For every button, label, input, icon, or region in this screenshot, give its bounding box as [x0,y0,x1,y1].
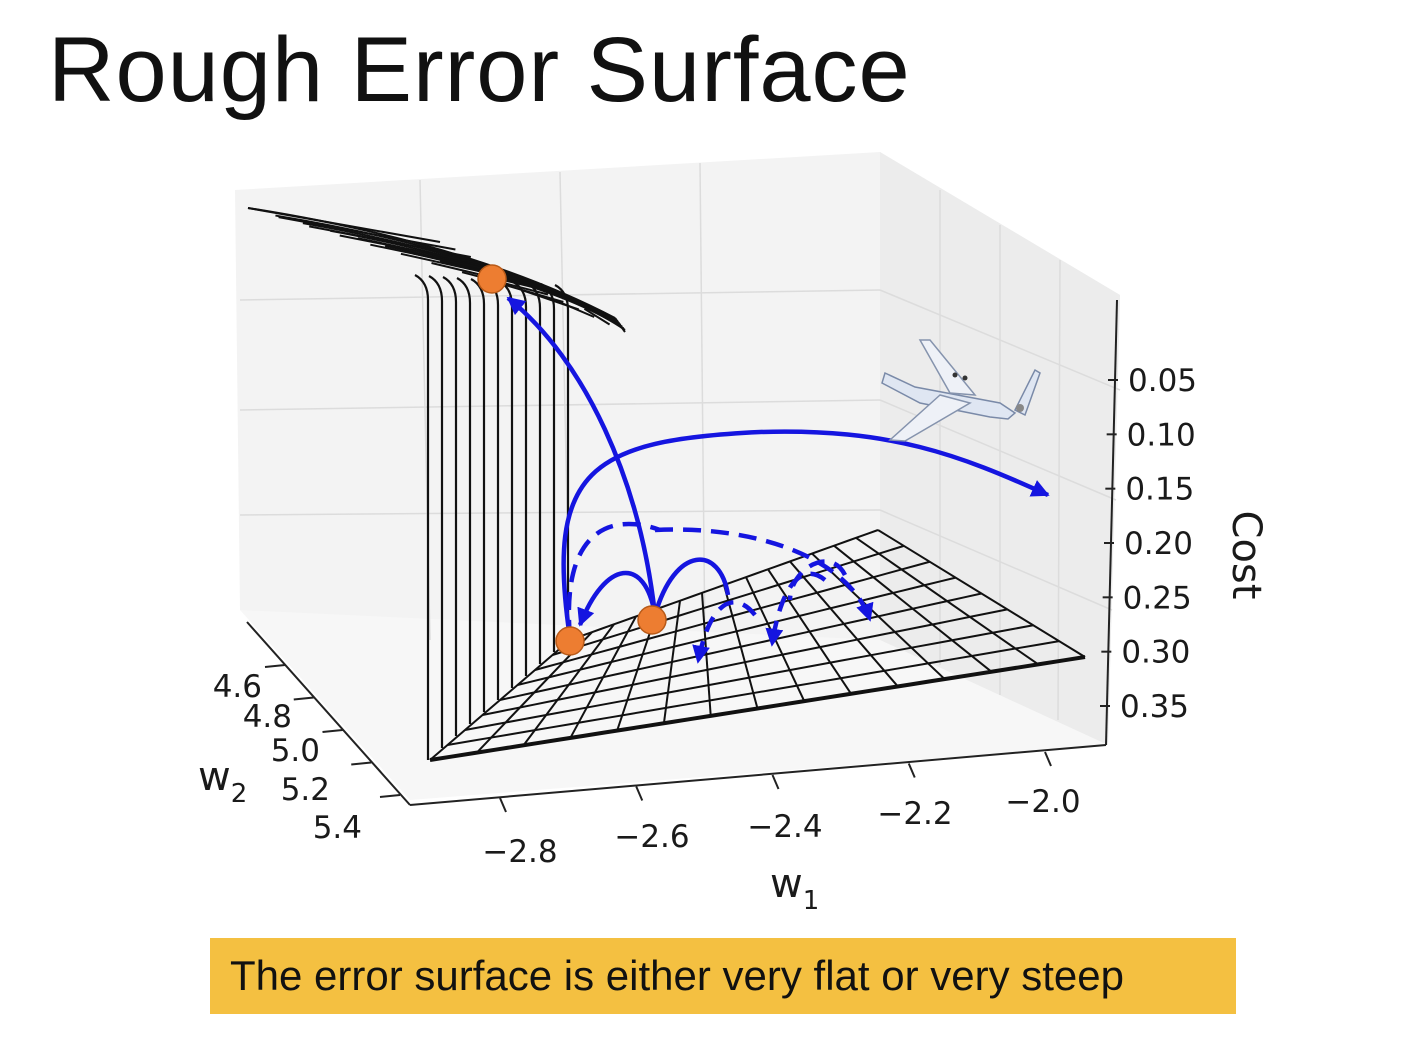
path-dashed-hop3 [787,559,848,601]
x-tick-label: −2.0 [1005,784,1080,820]
mesh-line [569,615,637,739]
cliff-sheet [442,276,458,736]
x-tick-label: −2.8 [482,834,557,870]
point-low-right [637,605,667,635]
z-tick-label: 0.15 [1125,472,1194,508]
mesh-line [583,307,611,326]
x-tick-label: −2.2 [877,796,952,832]
y-axis-line [246,621,411,806]
mesh-line [247,207,441,243]
slide-title: Rough Error Surface [48,19,911,121]
markers [477,264,667,656]
mesh-line [370,243,502,273]
x-tick [771,774,780,790]
path-climb-to-high [506,296,658,616]
mesh-line [833,544,993,673]
z-tick-label: 0.25 [1123,580,1192,616]
x-tick-label: −2.6 [614,819,689,855]
path-dashed-hop1 [692,600,757,664]
x-tick [635,786,644,801]
axis-ticks: 0.05 0.10 0.15 0.20 0.25 0.30 0.35 −2.8 −2.6 −2.4… [213,363,1197,870]
y-tick-label: 5.2 [281,772,330,808]
y-tick-label: 4.6 [213,669,262,705]
mesh-line [767,568,852,695]
path-launch [561,429,1050,639]
path-hop-forward [652,557,731,616]
caption-box: The error surface is either very flat or… [210,938,1236,1014]
chart-panes [235,152,1121,800]
y-tick-label: 5.0 [271,733,320,769]
cliff-sheet [456,277,472,724]
z-tick-label: 0.30 [1121,635,1190,671]
cliff-sheet [470,278,486,712]
cliff-sheet [428,275,444,748]
mesh-line [789,560,899,688]
y-tick [351,761,372,766]
y-tick-label: 5.4 [313,810,362,846]
mesh-line [855,537,1039,666]
x-tick [907,763,916,778]
mesh-line [662,600,681,724]
point-low-left [555,626,585,656]
axes [246,299,1118,806]
x-axis-label: w1 [770,861,819,916]
z-tick-label: 0.20 [1124,526,1193,562]
point-high [477,264,507,294]
mesh-line [278,216,456,251]
cliff-sheet [414,274,430,760]
path-hop-back [577,570,658,627]
y-tick-label: 4.8 [243,699,292,735]
mesh-line [308,225,472,258]
path-dashed-long [654,527,874,622]
y-tick [322,729,343,733]
caption-text: The error surface is either very flat or… [230,952,1124,999]
mesh-line [811,552,946,680]
descent-paths [506,296,1050,664]
mesh-line [614,317,626,333]
y-tick [379,794,401,798]
mesh-line [429,639,571,761]
y-tick [293,696,314,701]
y-axis-label: w2 [198,754,247,809]
x-tick [499,797,507,813]
z-axis-label: Cost [1223,511,1269,600]
mesh-line [339,234,487,266]
z-tick-label: 0.10 [1127,417,1196,453]
mesh-line [723,584,759,709]
airplane-icon [881,339,1041,442]
mesh-line [553,298,595,318]
z-tick-label: 0.35 [1120,689,1189,725]
x-tick-label: −2.4 [747,809,822,845]
path-dashed-left [566,521,661,639]
z-tick-label: 0.05 [1128,363,1197,399]
y-tick [264,664,286,668]
x-axis-line [409,744,1107,806]
error-surface-chart: 0.05 0.10 0.15 0.20 0.25 0.30 0.35 −2.8 −2.6 −2.4… [198,152,1269,916]
mesh-line [877,529,1086,658]
z-axis-line [1105,299,1118,746]
x-tick [1044,751,1052,767]
mesh-line [522,623,615,746]
